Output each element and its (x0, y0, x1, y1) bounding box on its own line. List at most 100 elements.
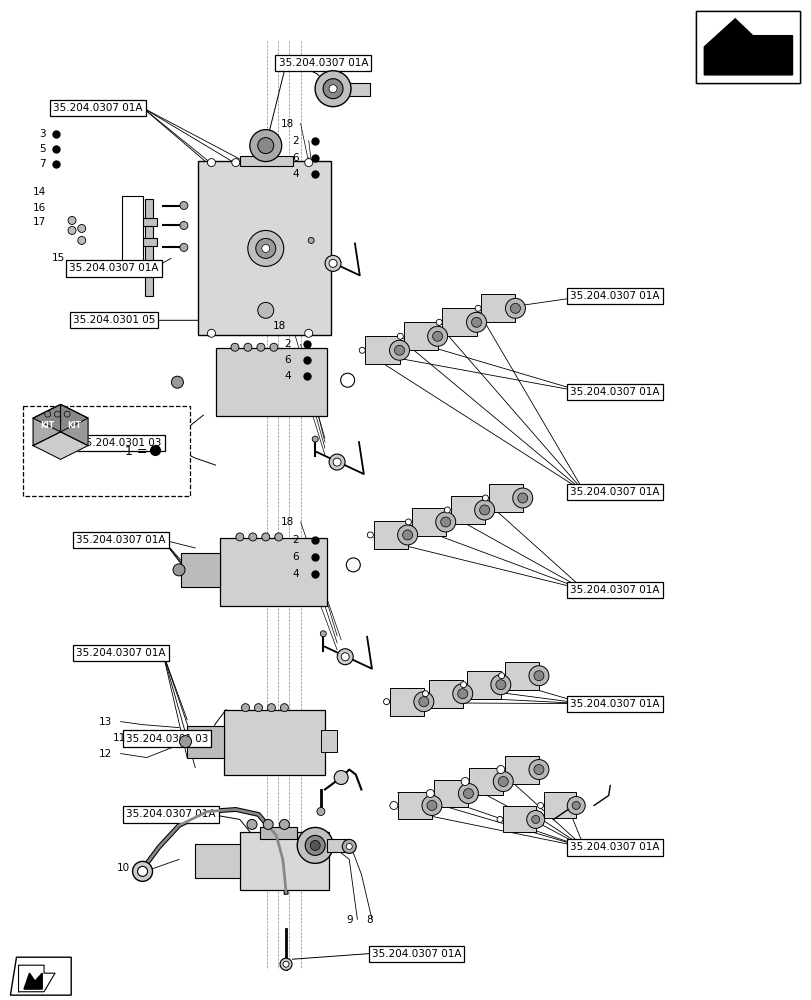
Circle shape (510, 303, 520, 313)
Bar (466, 671, 500, 699)
Bar (195, 844, 239, 878)
Polygon shape (703, 19, 792, 75)
Bar (365, 336, 399, 364)
Circle shape (498, 777, 508, 787)
Circle shape (261, 533, 269, 541)
Polygon shape (61, 404, 88, 446)
Bar (219, 538, 327, 606)
Circle shape (230, 343, 238, 351)
Circle shape (283, 961, 289, 967)
Circle shape (328, 85, 337, 93)
Text: 35.204.0307 01A: 35.204.0307 01A (75, 648, 165, 658)
Circle shape (241, 704, 249, 712)
Circle shape (397, 333, 403, 339)
Circle shape (337, 649, 353, 665)
Circle shape (457, 689, 467, 699)
Text: 13: 13 (99, 717, 113, 727)
Text: 35.204.0307 01A: 35.204.0307 01A (126, 809, 216, 819)
Circle shape (315, 71, 350, 107)
Circle shape (534, 765, 543, 775)
Bar (389, 688, 423, 716)
Bar (428, 680, 462, 708)
Bar (327, 839, 347, 852)
Circle shape (534, 671, 543, 681)
Text: 35.204.0301 05: 35.204.0301 05 (73, 315, 155, 325)
Circle shape (256, 343, 264, 351)
Text: 6: 6 (292, 552, 298, 562)
Circle shape (274, 533, 282, 541)
Text: 35.204.0307 01A: 35.204.0307 01A (569, 487, 659, 497)
Bar (373, 521, 407, 549)
Circle shape (389, 340, 409, 360)
Text: 9: 9 (345, 915, 352, 925)
Bar (145, 199, 153, 296)
Bar (197, 161, 331, 335)
Circle shape (250, 130, 281, 162)
Circle shape (280, 958, 292, 970)
Text: 4: 4 (284, 371, 290, 381)
Circle shape (297, 827, 333, 863)
Text: 35.204.0307 01A: 35.204.0307 01A (569, 842, 659, 852)
Circle shape (458, 784, 478, 803)
Text: 14: 14 (32, 187, 46, 197)
Circle shape (466, 312, 486, 332)
Circle shape (345, 843, 352, 849)
Circle shape (68, 226, 76, 234)
Text: KIT: KIT (67, 421, 81, 430)
Text: 2: 2 (284, 339, 290, 349)
Circle shape (137, 866, 148, 876)
Text: 35.204.0307 01A: 35.204.0307 01A (70, 263, 159, 273)
Circle shape (471, 317, 481, 327)
Bar (239, 156, 292, 166)
Circle shape (405, 519, 411, 525)
Text: 6: 6 (284, 355, 290, 365)
Bar (504, 756, 539, 784)
Circle shape (498, 673, 504, 679)
Bar (469, 768, 503, 795)
Bar (223, 710, 324, 775)
Text: 8: 8 (366, 915, 372, 925)
Text: 35.204.0307 01A: 35.204.0307 01A (569, 387, 659, 397)
Circle shape (460, 682, 466, 688)
Circle shape (310, 840, 320, 850)
Circle shape (496, 766, 504, 774)
Circle shape (436, 319, 442, 325)
Circle shape (324, 255, 341, 271)
Polygon shape (33, 404, 61, 446)
Text: 35.204.0301 03: 35.204.0301 03 (126, 734, 208, 744)
Circle shape (269, 343, 277, 351)
Bar (24, 406, 189, 496)
Circle shape (54, 411, 60, 417)
Polygon shape (33, 432, 88, 459)
Text: 35.204.0307 01A: 35.204.0307 01A (569, 291, 659, 301)
Circle shape (422, 795, 441, 815)
Circle shape (341, 653, 349, 661)
Circle shape (257, 138, 273, 154)
Bar (695, 11, 799, 83)
Circle shape (422, 691, 428, 697)
Circle shape (254, 704, 262, 712)
Circle shape (255, 238, 276, 258)
Text: 12: 12 (99, 749, 113, 759)
Circle shape (517, 493, 527, 503)
Text: 35.204.0307 01A: 35.204.0307 01A (569, 585, 659, 595)
Text: 1 =: 1 = (125, 445, 148, 458)
Bar (320, 730, 337, 752)
Circle shape (440, 517, 450, 527)
Circle shape (304, 159, 312, 167)
Text: KIT: KIT (40, 421, 54, 430)
Circle shape (255, 159, 264, 167)
Text: 7: 7 (40, 159, 46, 169)
Bar (411, 508, 445, 536)
Circle shape (132, 861, 152, 881)
Bar (341, 83, 369, 96)
Text: 17: 17 (32, 217, 46, 227)
Circle shape (333, 458, 341, 466)
Circle shape (173, 564, 185, 576)
Circle shape (491, 675, 510, 695)
Circle shape (235, 533, 243, 541)
Circle shape (427, 800, 436, 810)
Circle shape (346, 558, 360, 572)
Text: 2: 2 (292, 535, 298, 545)
Circle shape (179, 736, 191, 748)
